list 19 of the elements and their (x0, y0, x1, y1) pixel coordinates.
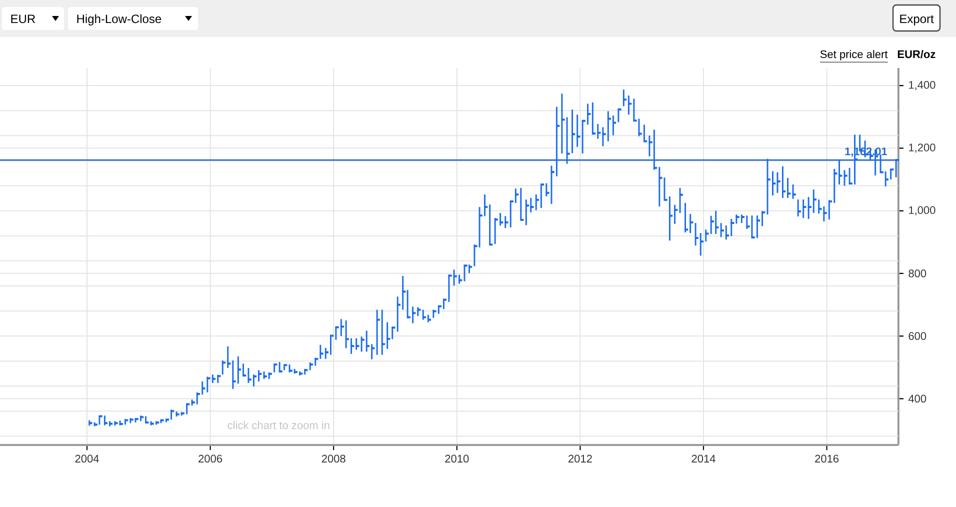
text: Export (900, 14, 934, 26)
text: EUR (11, 14, 36, 24)
x-tick-label: 2014 (692, 454, 716, 463)
text: High-Low-Close (77, 14, 162, 26)
text: Set price alert (820, 50, 888, 60)
x-tick-label: 2004 (75, 454, 99, 463)
y-tick-label: 400 (908, 394, 926, 403)
x-tick-label: 2008 (322, 454, 346, 463)
x-tick-label: 2010 (445, 454, 469, 463)
y-axis-title: EUR/oz (898, 50, 936, 58)
y-tick-label: 1,000 (909, 206, 936, 216)
x-tick-label: 2016 (815, 454, 839, 463)
y-tick-label: 800 (908, 270, 926, 278)
y-tick-label: 1,400 (909, 80, 936, 90)
x-tick-label: 2006 (198, 454, 222, 463)
annotation: click chart to zoom in (228, 421, 330, 430)
x-tick-label: 2012 (568, 454, 592, 463)
y-tick-label: 600 (908, 332, 926, 340)
y-tick-label: 1,200 (909, 144, 936, 153)
